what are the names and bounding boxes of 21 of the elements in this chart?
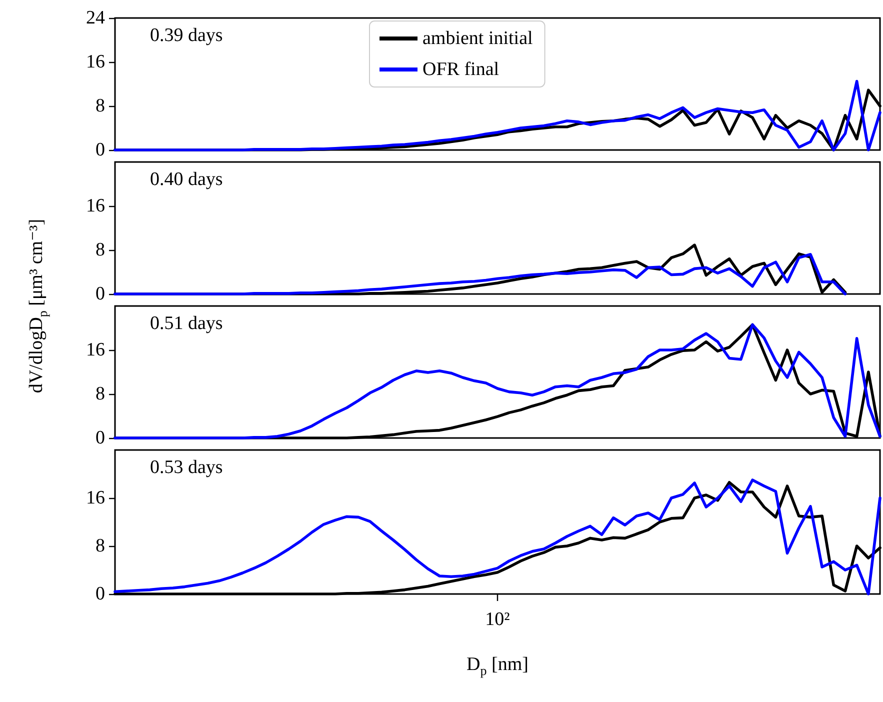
- y-tick-label: 16: [86, 52, 105, 72]
- y-tick-label: 8: [96, 384, 105, 404]
- line-series: [114, 253, 847, 296]
- x-tick-label: 10²: [485, 609, 510, 630]
- annotation: 0.39 days: [150, 25, 223, 46]
- annotation: 0.40 days: [150, 169, 223, 190]
- y-tick-label: 16: [86, 340, 105, 360]
- y-tick-label: 0: [96, 584, 105, 604]
- y-tick-label: 24: [86, 8, 106, 28]
- y-tick-label: 8: [96, 240, 105, 260]
- y-tick-label: 16: [86, 196, 105, 216]
- annotation: 0.53 days: [150, 457, 223, 478]
- annotation: 0.51 days: [150, 313, 223, 334]
- legend-label: OFR final: [422, 59, 500, 80]
- y-tick-label: 8: [96, 536, 105, 556]
- legend-label: ambient initial: [422, 28, 533, 49]
- y-tick-label: 0: [96, 284, 105, 304]
- y-tick-label: 8: [96, 96, 105, 116]
- y-tick-label: 0: [96, 140, 105, 160]
- y-tick-label: 16: [86, 488, 105, 508]
- y-tick-label: 0: [96, 428, 105, 448]
